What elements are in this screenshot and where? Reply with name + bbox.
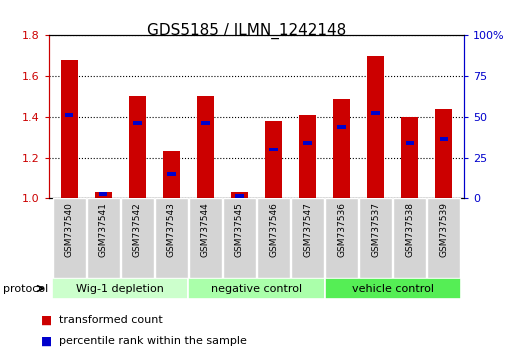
Text: GSM737536: GSM737536 — [337, 202, 346, 257]
Bar — [167, 172, 175, 176]
Bar — [269, 148, 278, 151]
Bar — [325, 198, 358, 278]
Bar — [371, 111, 380, 115]
Text: GSM737541: GSM737541 — [98, 202, 108, 257]
Text: GSM737539: GSM737539 — [439, 202, 448, 257]
Bar — [333, 98, 350, 198]
Text: ■: ■ — [41, 313, 52, 326]
Text: GSM737544: GSM737544 — [201, 202, 210, 257]
Bar — [53, 198, 86, 278]
Bar — [188, 278, 325, 299]
Bar — [303, 142, 312, 145]
Bar — [440, 137, 448, 141]
Text: GSM737543: GSM737543 — [167, 202, 176, 257]
Bar — [265, 121, 282, 198]
Text: transformed count: transformed count — [59, 315, 163, 325]
Bar — [87, 198, 120, 278]
Text: vehicle control: vehicle control — [352, 284, 433, 293]
Bar — [223, 198, 256, 278]
Bar — [129, 96, 146, 198]
Bar — [393, 198, 426, 278]
Bar — [436, 109, 452, 198]
Bar — [257, 198, 290, 278]
Bar — [189, 198, 222, 278]
Bar — [121, 198, 153, 278]
Bar — [401, 117, 418, 198]
Bar — [299, 115, 316, 198]
Text: GDS5185 / ILMN_1242148: GDS5185 / ILMN_1242148 — [147, 23, 346, 39]
Bar — [133, 121, 142, 125]
Text: negative control: negative control — [211, 284, 302, 293]
Text: GSM737540: GSM737540 — [65, 202, 74, 257]
Bar — [201, 121, 210, 125]
Bar — [360, 198, 392, 278]
Bar — [99, 192, 108, 196]
Bar — [65, 113, 73, 116]
Bar — [427, 198, 460, 278]
Text: GSM737545: GSM737545 — [235, 202, 244, 257]
Text: GSM737547: GSM737547 — [303, 202, 312, 257]
Text: GSM737538: GSM737538 — [405, 202, 415, 257]
Bar — [155, 198, 188, 278]
Text: GSM737537: GSM737537 — [371, 202, 380, 257]
Text: percentile rank within the sample: percentile rank within the sample — [59, 336, 247, 346]
Bar — [163, 152, 180, 198]
Bar — [325, 278, 461, 299]
Bar — [235, 194, 244, 198]
Bar — [338, 125, 346, 129]
Text: GSM737546: GSM737546 — [269, 202, 278, 257]
Text: protocol: protocol — [3, 284, 48, 293]
Bar — [61, 60, 77, 198]
Text: GSM737542: GSM737542 — [133, 202, 142, 257]
Bar — [291, 198, 324, 278]
Bar — [52, 278, 188, 299]
Bar — [367, 56, 384, 198]
Bar — [231, 192, 248, 198]
Bar — [405, 142, 414, 145]
Text: Wig-1 depletion: Wig-1 depletion — [76, 284, 164, 293]
Bar — [197, 96, 214, 198]
Bar — [95, 192, 112, 198]
Text: ■: ■ — [41, 335, 52, 348]
